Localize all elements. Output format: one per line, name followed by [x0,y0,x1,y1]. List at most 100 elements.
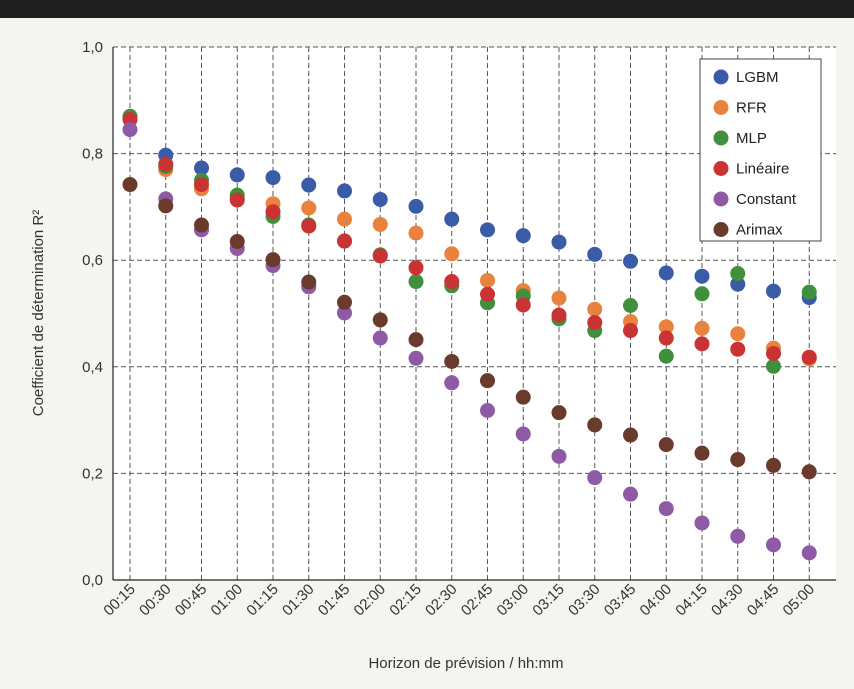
x-tick-label: 00:30 [136,581,175,620]
x-tick-label: 05:00 [780,581,819,620]
data-point [480,403,495,419]
data-points [122,108,817,561]
data-point [122,122,138,138]
data-point [694,320,710,336]
data-point [623,486,638,502]
data-point [408,274,424,290]
data-point [444,246,460,262]
data-point [623,253,638,269]
data-point [730,326,746,342]
data-point [301,218,317,234]
data-point [730,452,746,468]
data-point [658,437,674,453]
data-point [801,545,817,561]
legend-label: MLP [736,130,767,147]
x-axis-title: Horizon de prévision / hh:mm [368,655,563,672]
legend-label: LGBM [736,69,779,86]
data-point [801,349,817,365]
legend-marker [713,100,729,115]
legend-marker [713,222,729,237]
data-point [372,330,388,346]
data-point [587,246,603,262]
data-point [658,501,674,517]
data-point [337,183,352,199]
data-point [229,192,245,208]
legend-label: RFR [736,100,767,117]
data-point [408,225,424,241]
axes [112,47,836,581]
x-tick-label: 01:45 [315,581,354,620]
data-point [480,222,495,238]
y-tick-labels: 0,0 0,2 0,4 0,6 0,8 1,0 [82,39,103,589]
data-point [587,417,603,433]
x-tick-label: 00:15 [100,581,139,620]
data-point [587,470,603,486]
data-point [194,177,209,193]
data-point [337,305,352,321]
x-tick-label: 04:00 [637,581,676,620]
data-point [408,350,424,366]
data-point [551,405,567,421]
data-point [801,284,817,300]
data-point [623,427,638,443]
data-point [408,198,424,214]
data-point [658,348,674,364]
top-border-bar [0,0,854,18]
data-point [766,345,781,361]
data-point [515,297,531,313]
data-point [766,358,781,374]
legend-label: Constant [736,191,797,208]
data-point [265,204,281,220]
data-point [801,464,817,480]
data-point [444,211,460,227]
data-point [515,389,531,405]
data-point [623,323,638,339]
data-point [372,248,388,264]
data-point [730,266,746,282]
x-tick-label: 03:30 [565,581,604,620]
data-point [337,294,352,310]
data-point [587,301,603,317]
legend-label: Linéaire [736,161,789,178]
data-point [301,177,317,193]
data-point [158,198,174,214]
y-tick-label: 0,4 [82,359,103,376]
data-point [730,276,746,292]
data-point [480,373,495,389]
series-linéaire [122,111,817,365]
data-point [372,191,388,207]
data-point [337,233,352,249]
legend-marker [713,69,729,85]
data-point [444,274,460,290]
x-tick-label: 03:00 [494,581,533,620]
data-point [694,268,710,284]
data-point [730,528,746,544]
x-tick-label: 03:15 [529,581,568,620]
data-point [658,330,674,346]
series-arimax [122,177,817,480]
y-axis-title: Coefficient de détermination R² [30,210,47,417]
x-tick-label: 02:30 [422,581,461,620]
y-tick-label: 0,8 [82,146,103,163]
data-point [372,216,388,232]
data-point [444,353,460,369]
x-tick-label: 04:30 [708,581,747,620]
data-point [337,211,352,227]
y-tick-label: 0,6 [82,252,103,269]
data-point [122,177,138,193]
x-tick-label: 02:45 [458,581,497,620]
x-tick-label: 00:45 [172,581,211,620]
x-tick-labels: 00:1500:3000:4501:0001:1501:3001:4502:00… [100,581,818,620]
data-point [408,260,424,276]
data-point [694,336,710,352]
x-tick-label: 04:45 [744,581,783,620]
data-point [694,515,710,531]
data-point [265,252,281,268]
data-point [480,286,495,302]
legend: LGBM RFR MLP Linéaire Constant Arimax [699,58,822,242]
x-tick-label: 02:15 [386,581,425,620]
y-tick-label: 1,0 [82,39,103,56]
data-point [408,332,424,348]
